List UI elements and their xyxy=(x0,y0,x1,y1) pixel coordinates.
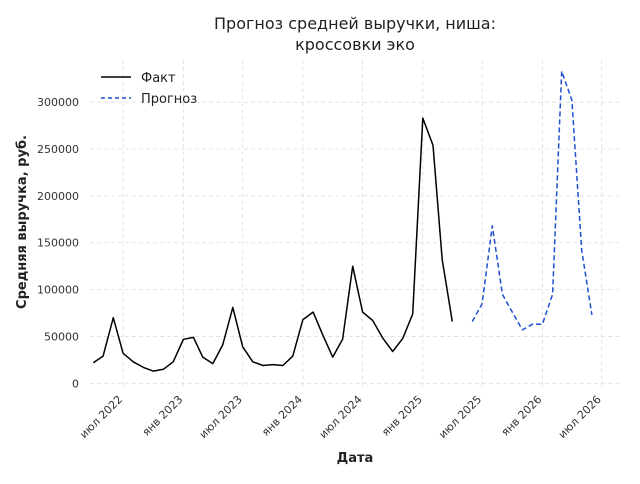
x-tick-label: июл 2026 xyxy=(556,393,604,441)
x-tick-label: янв 2026 xyxy=(499,393,545,439)
x-tick-label: июл 2025 xyxy=(436,393,484,441)
series-line-forecast xyxy=(471,70,593,331)
x-tick-label: июл 2023 xyxy=(197,393,245,441)
x-tick-label: янв 2023 xyxy=(140,393,186,439)
grid xyxy=(90,60,622,388)
x-axis-ticks: июл 2022 янв 2023 июл 2023 янв 2024 июл 2024… xyxy=(77,393,604,441)
x-tick-label: янв 2024 xyxy=(259,393,305,439)
y-axis-ticks: 0 50000 100000 150000 200000 250000 300000 xyxy=(37,96,79,390)
legend-label-fact: Факт xyxy=(141,71,176,86)
series-layer xyxy=(92,70,593,372)
y-axis-label: Средняя выручка, руб. xyxy=(15,135,30,309)
chart-title-line-2: кроссовки эко xyxy=(295,35,415,54)
x-tick-label: июл 2024 xyxy=(317,393,365,441)
x-tick-label: янв 2025 xyxy=(379,393,425,439)
y-tick-label: 100000 xyxy=(37,284,79,297)
y-tick-label: 300000 xyxy=(37,96,79,109)
y-tick-label: 50000 xyxy=(44,330,79,343)
x-axis-label: Дата xyxy=(337,451,374,466)
legend-label-forecast: Прогноз xyxy=(141,92,197,107)
y-tick-label: 0 xyxy=(72,377,79,390)
legend: Факт Прогноз xyxy=(101,71,197,107)
y-tick-label: 250000 xyxy=(37,143,79,156)
chart-title-line-1: Прогноз средней выручки, ниша: xyxy=(214,14,496,33)
y-tick-label: 150000 xyxy=(37,237,79,250)
y-tick-label: 200000 xyxy=(37,190,79,203)
series-line-fact xyxy=(92,117,454,372)
x-tick-label: июл 2022 xyxy=(77,393,125,441)
